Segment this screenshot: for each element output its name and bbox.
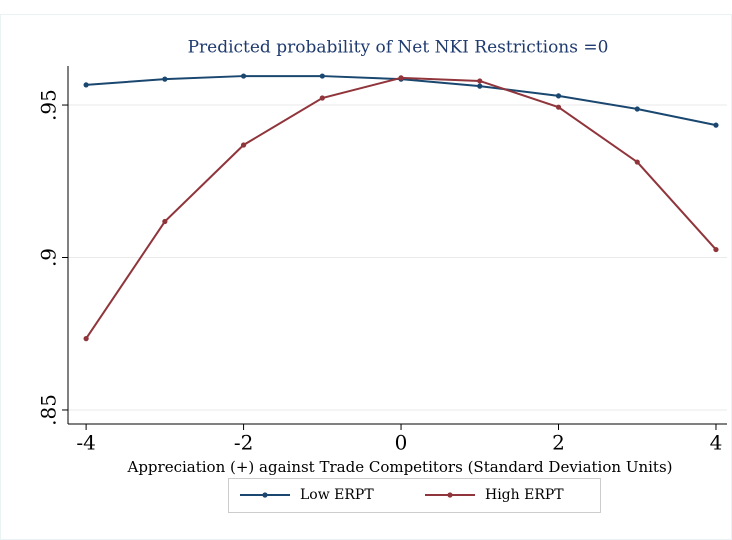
data-point <box>477 83 483 89</box>
x-tick-label: -2 <box>234 431 253 455</box>
data-point <box>162 218 168 225</box>
data-point <box>319 95 325 101</box>
x-tick-label: 0 <box>395 431 408 455</box>
legend-label: High ERPT <box>485 487 564 503</box>
x-tick-label: 2 <box>552 431 565 455</box>
chart-title: Predicted probability of Net NKI Restric… <box>188 38 609 58</box>
data-point <box>713 122 719 128</box>
chart-frame <box>0 14 732 540</box>
legend-marker <box>447 492 453 498</box>
y-tick-label: .9 <box>37 248 61 267</box>
data-point <box>162 76 168 82</box>
data-point <box>713 246 719 253</box>
legend-box <box>228 478 601 513</box>
y-tick-label: .95 <box>37 89 61 121</box>
data-point <box>319 73 325 79</box>
data-point <box>398 75 404 81</box>
legend-label: Low ERPT <box>300 487 374 503</box>
x-tick-label: -4 <box>76 431 95 455</box>
data-point <box>555 104 562 110</box>
data-point <box>555 93 562 99</box>
data-point <box>477 78 483 84</box>
x-axis-label: Appreciation (+) against Trade Competito… <box>126 458 672 476</box>
data-point <box>83 336 89 342</box>
data-point <box>634 159 640 165</box>
data-point <box>634 106 640 112</box>
data-point <box>240 73 247 79</box>
x-tick-label: 4 <box>710 431 723 455</box>
data-point <box>83 82 89 88</box>
y-tick-label: .85 <box>37 394 61 426</box>
data-point <box>240 142 247 148</box>
legend-marker <box>262 492 268 498</box>
